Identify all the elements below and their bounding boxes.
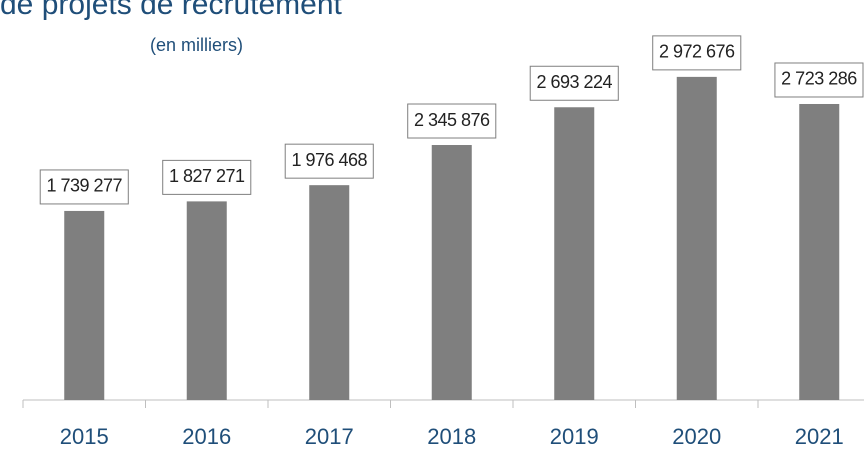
- value-label: 1 739 277: [46, 176, 122, 196]
- value-label: 2 723 286: [781, 69, 857, 89]
- chart-title: de projets de recrutement: [0, 0, 343, 21]
- bar: [186, 201, 227, 400]
- bar: [64, 210, 105, 400]
- bar: [309, 185, 350, 400]
- value-label: 1 976 468: [291, 150, 367, 170]
- value-label-box: [774, 62, 864, 98]
- value-label-box: [162, 159, 252, 195]
- bar: [799, 103, 840, 400]
- x-tick-label: 2015: [60, 424, 109, 449]
- x-tick-label: 2020: [672, 424, 721, 449]
- value-label-box: [284, 143, 374, 179]
- value-label: 1 827 271: [169, 166, 245, 186]
- value-label-box: [39, 169, 129, 205]
- value-label-box: [652, 35, 742, 71]
- value-label-box: [407, 103, 497, 139]
- value-label: 2 693 224: [536, 72, 612, 92]
- bar: [554, 107, 595, 400]
- chart-subtitle: (en milliers): [150, 35, 243, 55]
- value-label: 2 345 876: [414, 110, 490, 130]
- value-label: 2 972 676: [659, 42, 735, 62]
- x-tick-label: 2019: [550, 424, 599, 449]
- x-tick-label: 2021: [795, 424, 844, 449]
- bar: [676, 76, 717, 400]
- x-tick-label: 2016: [182, 424, 231, 449]
- x-tick-label: 2018: [427, 424, 476, 449]
- bar: [431, 145, 472, 400]
- x-tick-label: 2017: [305, 424, 354, 449]
- value-label-box: [529, 65, 619, 101]
